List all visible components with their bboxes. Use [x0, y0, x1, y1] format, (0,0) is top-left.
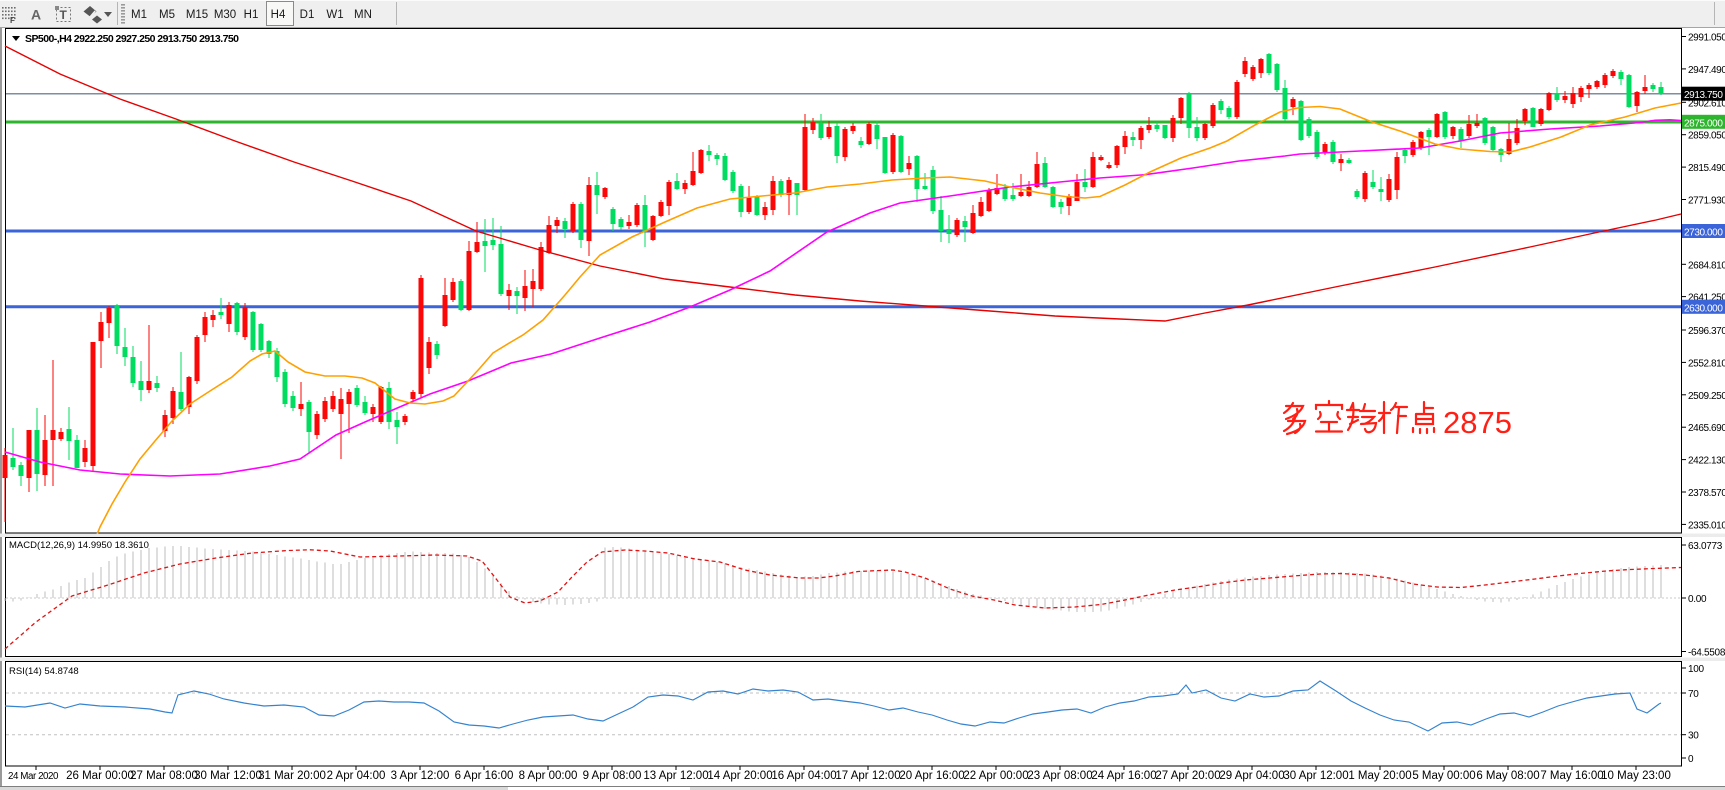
svg-text:5 May 00:00: 5 May 00:00	[1412, 770, 1475, 782]
svg-text:W1: W1	[326, 9, 343, 21]
svg-text:29 Apr 04:00: 29 Apr 04:00	[1219, 770, 1284, 782]
svg-text:10 May 23:00: 10 May 23:00	[1601, 770, 1671, 782]
svg-text:27 Mar 08:00: 27 Mar 08:00	[130, 770, 198, 782]
svg-text:2378.570: 2378.570	[1688, 488, 1725, 499]
svg-text:A: A	[31, 7, 41, 23]
svg-text:2630.000: 2630.000	[1684, 303, 1723, 314]
svg-text:M30: M30	[214, 9, 236, 21]
svg-text:6 May 08:00: 6 May 08:00	[1476, 770, 1539, 782]
svg-text:2875.000: 2875.000	[1684, 118, 1723, 129]
svg-text:2641.250: 2641.250	[1688, 293, 1725, 304]
svg-text:RSI(14) 54.8748: RSI(14) 54.8748	[9, 666, 79, 677]
svg-text:H4: H4	[271, 9, 286, 21]
svg-text:SP500-,H4 2922.250 2927.250 2: SP500-,H4 2922.250 2927.250 2913.750 291…	[25, 33, 239, 45]
svg-text:2771.930: 2771.930	[1688, 196, 1725, 207]
svg-text:63.0773: 63.0773	[1688, 541, 1723, 552]
svg-text:2815.490: 2815.490	[1688, 163, 1725, 174]
svg-text:MN: MN	[354, 9, 372, 21]
svg-text:22 Apr 00:00: 22 Apr 00:00	[963, 770, 1028, 782]
svg-text:0: 0	[1688, 754, 1694, 765]
svg-text:M5: M5	[159, 9, 175, 21]
svg-text:F: F	[10, 16, 15, 25]
svg-text:30: 30	[1688, 731, 1699, 742]
svg-text:6 Apr 16:00: 6 Apr 16:00	[455, 770, 514, 782]
svg-text:1 May 20:00: 1 May 20:00	[1348, 770, 1411, 782]
svg-text:23 Apr 08:00: 23 Apr 08:00	[1027, 770, 1092, 782]
svg-text:2 Apr 04:00: 2 Apr 04:00	[327, 770, 386, 782]
svg-text:2902.610: 2902.610	[1688, 98, 1725, 109]
svg-text:0.00: 0.00	[1688, 594, 1707, 605]
svg-text:9 Apr 08:00: 9 Apr 08:00	[583, 770, 642, 782]
svg-text:2947.490: 2947.490	[1688, 65, 1725, 76]
svg-text:2552.810: 2552.810	[1688, 358, 1725, 369]
svg-text:13 Apr 12:00: 13 Apr 12:00	[643, 770, 708, 782]
svg-text:24 Apr 16:00: 24 Apr 16:00	[1091, 770, 1156, 782]
svg-text:14 Apr 20:00: 14 Apr 20:00	[707, 770, 772, 782]
svg-text:26 Mar 00:00: 26 Mar 00:00	[66, 770, 134, 782]
svg-text:2335.010: 2335.010	[1688, 520, 1725, 531]
svg-text:16 Apr 04:00: 16 Apr 04:00	[771, 770, 836, 782]
svg-text:2422.130: 2422.130	[1688, 456, 1725, 467]
svg-text:2596.370: 2596.370	[1688, 326, 1725, 337]
svg-text:M15: M15	[186, 9, 208, 21]
svg-text:D1: D1	[300, 9, 315, 21]
svg-text:2875: 2875	[1443, 405, 1512, 440]
svg-text:30 Apr 12:00: 30 Apr 12:00	[1283, 770, 1348, 782]
svg-text:T: T	[60, 8, 68, 22]
svg-text:17 Apr 12:00: 17 Apr 12:00	[835, 770, 900, 782]
svg-text:2991.050: 2991.050	[1688, 33, 1725, 44]
svg-text:27 Apr 20:00: 27 Apr 20:00	[1155, 770, 1220, 782]
svg-text:8 Apr 00:00: 8 Apr 00:00	[519, 770, 578, 782]
svg-text:24 Mar 2020: 24 Mar 2020	[8, 771, 59, 782]
svg-text:2730.000: 2730.000	[1684, 228, 1723, 239]
svg-text:2465.690: 2465.690	[1688, 423, 1725, 434]
svg-text:2913.750: 2913.750	[1684, 90, 1723, 101]
svg-text:20 Apr 16:00: 20 Apr 16:00	[899, 770, 964, 782]
svg-text:70: 70	[1688, 689, 1699, 700]
svg-text:M1: M1	[131, 9, 147, 21]
svg-text:7 May 16:00: 7 May 16:00	[1540, 770, 1603, 782]
svg-text:2509.250: 2509.250	[1688, 391, 1725, 402]
svg-text:31 Mar 20:00: 31 Mar 20:00	[258, 770, 326, 782]
svg-text:3 Apr 12:00: 3 Apr 12:00	[391, 770, 450, 782]
svg-text:2859.050: 2859.050	[1688, 131, 1725, 142]
svg-text:-64.5508: -64.5508	[1688, 648, 1725, 659]
svg-text:30 Mar 12:00: 30 Mar 12:00	[194, 770, 262, 782]
svg-text:100: 100	[1688, 664, 1705, 675]
svg-text:MACD(12,26,9) 14.9950 18.3610: MACD(12,26,9) 14.9950 18.3610	[9, 540, 149, 551]
svg-text:H1: H1	[244, 9, 259, 21]
svg-text:2684.810: 2684.810	[1688, 260, 1725, 271]
